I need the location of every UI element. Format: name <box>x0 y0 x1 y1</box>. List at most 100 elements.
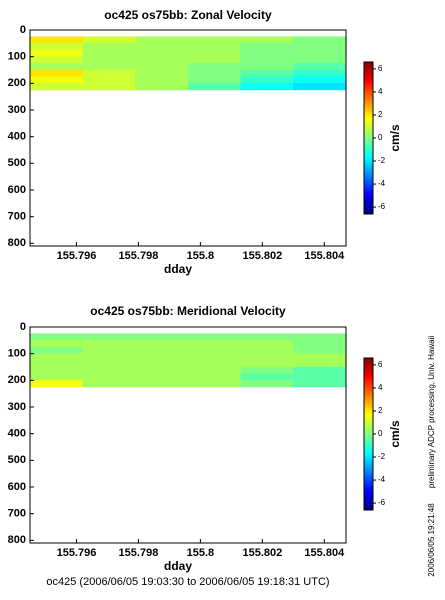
chart-title: oc425 os75bb: Meridional Velocity <box>90 304 286 318</box>
heat-cell <box>187 373 241 381</box>
heat-cell <box>82 353 136 361</box>
heat-cell <box>240 36 294 44</box>
heat-cell <box>135 63 189 71</box>
heat-cell <box>135 43 189 51</box>
heat-cell <box>240 346 294 354</box>
heat-cell <box>82 83 136 91</box>
heat-cell <box>135 56 189 64</box>
heat-cell <box>29 49 83 57</box>
heat-cell <box>240 373 294 381</box>
colorbar-tick-label: -4 <box>378 475 386 484</box>
colorbar <box>363 357 374 511</box>
heat-cell <box>135 76 189 84</box>
y-tick-label: 0 <box>20 321 26 333</box>
heat-cell <box>135 69 189 77</box>
heat-cell <box>240 340 294 348</box>
heat-cell <box>293 360 347 368</box>
heat-cell <box>82 69 136 77</box>
y-tick-label: 400 <box>8 131 26 143</box>
heat-cell <box>135 360 189 368</box>
timestamp: 2006/06/05 19:21:48 <box>427 503 436 577</box>
heat-cell <box>187 380 241 388</box>
axes-frame <box>29 29 347 247</box>
footer: oc425 (2006/06/05 19:03:30 to 2006/06/05… <box>46 576 329 588</box>
y-tick-label: 600 <box>8 184 26 196</box>
heat-cell <box>293 346 347 354</box>
colorbar-tick-label: 4 <box>378 87 383 96</box>
chart-title: oc425 os75bb: Zonal Velocity <box>104 8 272 22</box>
heat-cell <box>82 366 136 374</box>
y-tick-label: 300 <box>8 401 26 413</box>
heat-cell <box>82 43 136 51</box>
heat-cell <box>29 373 83 381</box>
heat-cell <box>240 49 294 57</box>
heat-cell <box>29 56 83 64</box>
colorbar-label: cm/s <box>388 124 402 152</box>
heat-cell <box>187 83 241 91</box>
heat-cell <box>293 340 347 348</box>
heat-cell <box>29 333 83 341</box>
y-tick-label: 700 <box>8 211 26 223</box>
heat-cell <box>29 63 83 71</box>
heat-cell <box>29 353 83 361</box>
y-tick-label: 300 <box>8 104 26 116</box>
heat-cell <box>29 36 83 44</box>
x-axis-label: dday <box>164 559 192 573</box>
heat-cell <box>240 56 294 64</box>
colorbar-tick-label: -2 <box>378 452 386 461</box>
colorbar-tick-label: -6 <box>378 498 386 507</box>
heat-cell <box>293 69 347 77</box>
x-tick-label: 155.8 <box>187 547 215 559</box>
heat-cell <box>293 76 347 84</box>
colorbar-tick-label: 0 <box>378 429 383 438</box>
heat-cell <box>135 380 189 388</box>
heat-cell <box>29 346 83 354</box>
y-tick-label: 200 <box>8 77 26 89</box>
colorbar <box>363 61 374 215</box>
x-tick-label: 155.802 <box>242 250 282 262</box>
heat-cell <box>135 49 189 57</box>
heat-cell <box>135 340 189 348</box>
side-note: preliminary ADCP processing, Univ. Hawai… <box>427 336 436 488</box>
x-tick-label: 155.804 <box>304 547 345 559</box>
heat-cell <box>29 366 83 374</box>
heat-cell <box>82 340 136 348</box>
x-tick-label: 155.798 <box>119 250 159 262</box>
colorbar-tick-label: 6 <box>378 64 383 73</box>
heat-cell <box>82 56 136 64</box>
heat-cell <box>293 373 347 381</box>
heat-cell <box>29 83 83 91</box>
axes-frame <box>29 326 347 544</box>
heat-cell <box>29 69 83 77</box>
heat-cell <box>240 366 294 374</box>
colorbar-tick-label: 0 <box>378 133 383 142</box>
y-tick-label: 100 <box>8 348 26 360</box>
heat-cell <box>187 56 241 64</box>
heat-cell <box>82 346 136 354</box>
colorbar-tick-label: -2 <box>378 156 386 165</box>
y-tick-label: 0 <box>20 24 26 36</box>
colorbar-tick-label: -4 <box>378 179 386 188</box>
heat-cell <box>293 49 347 57</box>
colorbar-tick-label: 4 <box>378 383 383 392</box>
y-tick-label: 800 <box>8 237 26 249</box>
heat-cell <box>187 340 241 348</box>
heat-cell <box>29 76 83 84</box>
heat-cell <box>187 69 241 77</box>
heat-cell <box>293 63 347 71</box>
heat-cell <box>293 380 347 388</box>
heat-cell <box>82 76 136 84</box>
heat-cell <box>240 63 294 71</box>
heat-cell <box>293 83 347 91</box>
heat-cell <box>29 360 83 368</box>
heat-cell <box>187 366 241 374</box>
heat-cell <box>187 49 241 57</box>
colorbar-tick-label: -6 <box>378 202 386 211</box>
x-tick-label: 155.8 <box>187 250 215 262</box>
heat-cell <box>135 36 189 44</box>
y-tick-label: 500 <box>8 157 26 169</box>
heat-cell <box>29 43 83 51</box>
x-tick-label: 155.798 <box>119 547 159 559</box>
heat-cell <box>135 346 189 354</box>
